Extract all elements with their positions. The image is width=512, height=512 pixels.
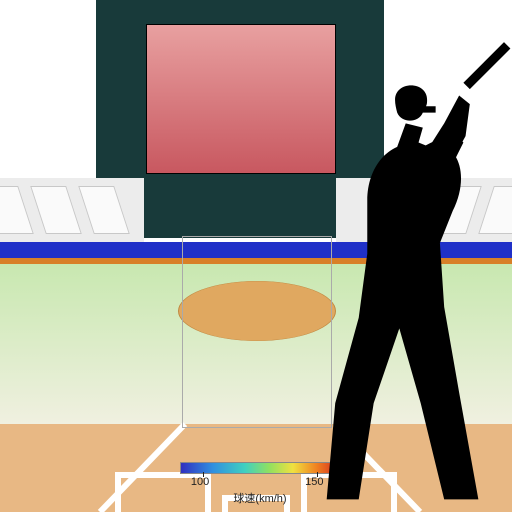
- pitch-location-chart: 100150 球速(km/h): [0, 0, 512, 512]
- batter-silhouette: [300, 40, 512, 510]
- colorbar-tick-label: 100: [191, 476, 209, 488]
